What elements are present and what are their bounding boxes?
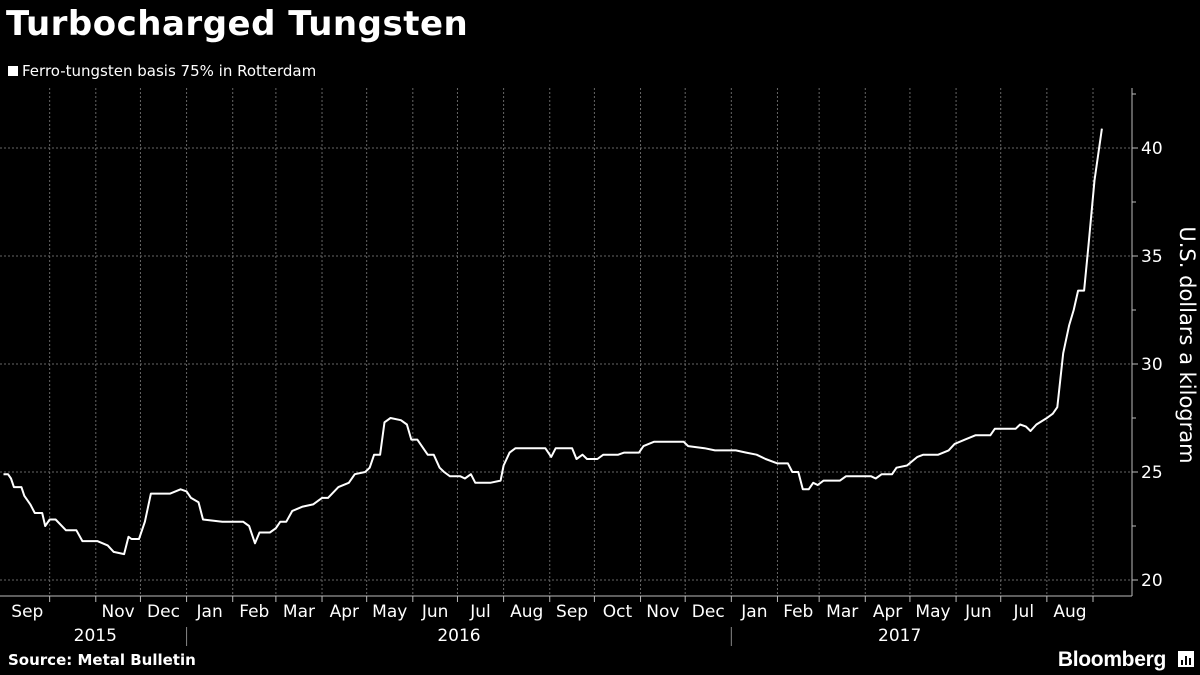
y-tick-label: 40 [1141,139,1163,159]
y-tick-label: 30 [1141,355,1163,375]
y-tick-label: 35 [1141,247,1163,267]
x-month-label: Nov [646,602,679,622]
y-tick-label: 25 [1141,463,1163,483]
x-month-label: Jan [740,602,767,622]
x-month-label: Mar [826,602,858,622]
y-axis-label: U.S. dollars a kilogram [1175,226,1199,463]
y-tick-label: 20 [1141,571,1163,591]
legend-swatch [8,66,18,76]
source-note: Source: Metal Bulletin [8,651,196,669]
x-month-label: Feb [239,602,269,622]
x-month-label: Apr [873,602,902,622]
x-month-label: Jun [964,602,992,622]
x-month-label: Feb [783,602,813,622]
x-year-label: 2017 [878,626,921,646]
x-month-label: Nov [102,602,135,622]
brand-logo-text: Bloomberg [1057,648,1166,671]
x-month-label: Dec [147,602,180,622]
chart-title: Turbocharged Tungsten [6,4,469,44]
x-month-label: Aug [510,602,543,622]
x-month-label: Apr [330,602,359,622]
x-month-label: Oct [603,602,633,622]
x-month-label: Jul [469,602,491,622]
x-year-label: 2016 [437,626,480,646]
x-month-label: Sep [556,602,588,622]
x-month-label: Sep [11,602,43,622]
x-month-label: May [372,602,407,622]
series-line [3,128,1103,556]
x-year-label: 2015 [74,626,117,646]
x-month-label: Mar [283,602,315,622]
x-month-label: Jun [421,602,449,622]
x-month-label: Jan [196,602,223,622]
legend: Ferro-tungsten basis 75% in Rotterdam [8,62,316,80]
x-month-label: Aug [1053,602,1086,622]
x-month-label: May [915,602,950,622]
x-month-label: Jul [1013,602,1035,622]
x-month-label: Dec [692,602,725,622]
bloomberg-terminal-icon [1178,651,1194,667]
legend-label: Ferro-tungsten basis 75% in Rotterdam [22,62,317,80]
